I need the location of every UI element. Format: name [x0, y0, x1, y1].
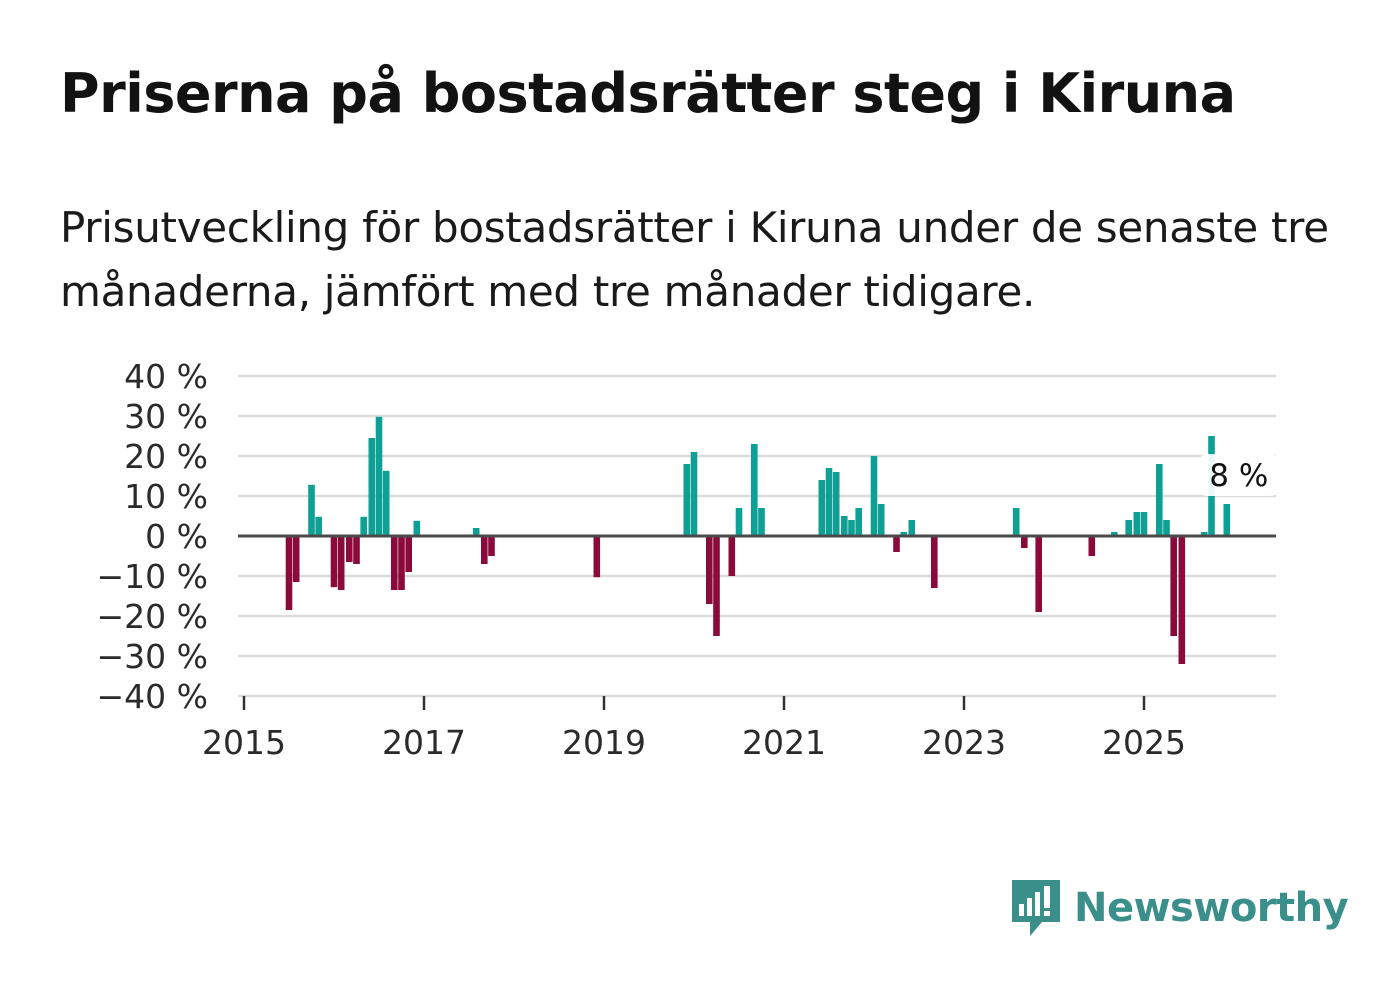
bar — [360, 516, 367, 536]
bar — [870, 456, 878, 536]
bar — [375, 416, 383, 536]
bar — [413, 520, 421, 536]
newsworthy-logo-icon — [1012, 880, 1060, 936]
bar — [683, 464, 691, 536]
newsworthy-logo: Newsworthy — [1010, 878, 1349, 938]
bar — [337, 536, 345, 590]
bar — [1140, 512, 1148, 536]
x-tick-label: 2025 — [1102, 723, 1186, 762]
bar — [1133, 512, 1141, 536]
y-tick-label: −40 % — [97, 677, 209, 716]
bar — [1035, 536, 1042, 612]
bar — [877, 504, 885, 536]
bar — [690, 452, 698, 536]
bar-chart: 40 %30 %20 %10 %0 %−10 %−20 %−30 %−40 % … — [96, 357, 1279, 762]
bar — [900, 532, 907, 536]
bar — [315, 516, 322, 536]
y-tick-label: 10 % — [124, 477, 208, 516]
x-tick-label: 2021 — [742, 723, 826, 762]
bar — [353, 536, 360, 564]
bar — [285, 536, 293, 610]
y-tick-label: 20 % — [124, 437, 208, 476]
x-tick-label: 2015 — [202, 723, 286, 762]
y-tick-label: 30 % — [124, 397, 208, 436]
bar — [391, 536, 398, 590]
bar — [931, 536, 938, 588]
bar — [1088, 536, 1096, 556]
bar — [841, 516, 848, 536]
bar — [1111, 532, 1118, 536]
chart-subtitle: Prisutveckling för bostadsrätter i Kirun… — [60, 203, 1329, 316]
bar — [855, 508, 862, 536]
bar — [398, 536, 405, 590]
bar — [713, 536, 720, 636]
bars — [285, 416, 1231, 664]
bar — [593, 536, 601, 578]
bar — [1163, 520, 1170, 536]
x-tick-label: 2023 — [922, 723, 1006, 762]
brand-name: Newsworthy — [1074, 885, 1349, 931]
bar — [330, 536, 338, 588]
y-tick-label: −10 % — [97, 557, 209, 596]
bar — [706, 536, 713, 604]
bar — [908, 520, 916, 536]
annotation: 8 % — [1198, 454, 1279, 496]
y-tick-label: −20 % — [97, 597, 209, 636]
bar — [368, 438, 376, 536]
bar — [308, 484, 315, 536]
x-tick-label: 2019 — [562, 723, 646, 762]
bar — [758, 508, 765, 536]
y-tick-label: 0 % — [145, 517, 208, 556]
chart-title: Priserna på bostadsrätter steg i Kiruna — [60, 62, 1236, 125]
bar — [1021, 536, 1028, 548]
bar — [472, 528, 480, 536]
bar — [818, 480, 826, 536]
bar — [1156, 464, 1163, 536]
bar — [346, 536, 353, 562]
bar — [1201, 532, 1208, 536]
bar — [735, 508, 743, 536]
bar — [1223, 504, 1231, 536]
bar — [1125, 520, 1132, 536]
y-axis-labels: 40 %30 %20 %10 %0 %−10 %−20 %−30 %−40 % — [97, 357, 209, 716]
bar — [751, 444, 758, 536]
bar — [1170, 536, 1177, 636]
y-tick-label: 40 % — [124, 357, 208, 396]
bar — [1012, 508, 1020, 536]
x-tick-label: 2017 — [382, 723, 466, 762]
bar — [848, 520, 855, 536]
bar — [893, 536, 900, 552]
bar — [825, 468, 833, 536]
x-axis: 2015 2017 2019 2021 2023 2025 — [202, 696, 1186, 762]
annotation-bg — [1198, 454, 1279, 496]
bar — [481, 536, 488, 564]
bar — [728, 536, 736, 576]
bar — [1178, 536, 1186, 664]
bar — [292, 536, 300, 582]
bar — [405, 536, 412, 572]
bar — [488, 536, 495, 556]
y-tick-label: −30 % — [97, 637, 209, 676]
bar — [382, 470, 390, 536]
annotation-label: 8 % — [1209, 458, 1268, 494]
bar — [832, 472, 840, 536]
